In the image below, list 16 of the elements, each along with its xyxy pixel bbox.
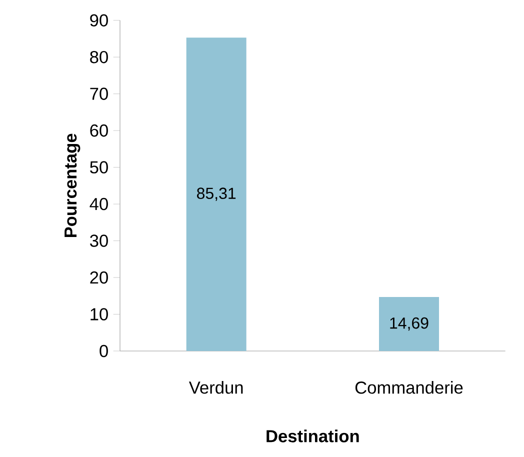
- y-tick-label: 10: [90, 308, 108, 320]
- x-axis-title: Destination: [266, 430, 359, 442]
- data-label: 14,69: [390, 317, 428, 331]
- y-tick-label: 90: [90, 14, 108, 26]
- y-tick-label: 30: [90, 234, 108, 247]
- y-axis-title: Pourcentage: [64, 134, 80, 238]
- y-tick-label: 50: [90, 161, 108, 174]
- y-tick-label: 80: [90, 50, 108, 64]
- y-tick-label: 0: [100, 344, 108, 358]
- y-tick-label: 40: [90, 198, 108, 210]
- x-tick-label: Verdun: [188, 381, 243, 394]
- x-tick-label: Commanderie: [355, 381, 463, 394]
- y-tick-label: 70: [90, 88, 108, 100]
- y-tick-label: 20: [90, 271, 108, 284]
- data-label: 85,31: [197, 188, 236, 201]
- y-tick-label: 60: [90, 124, 108, 137]
